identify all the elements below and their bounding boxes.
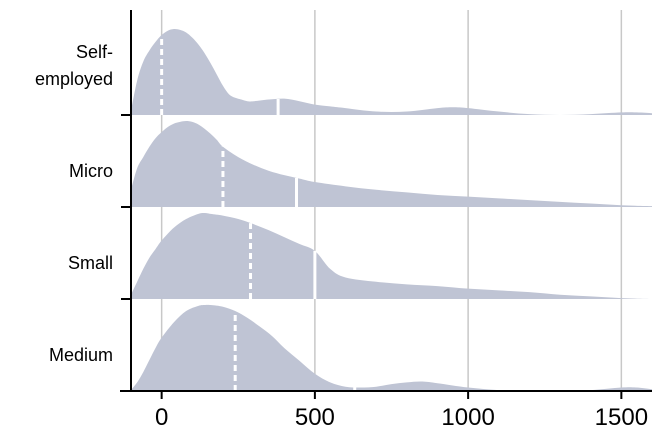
x-axis-ticks: 0 500 1000 1500 <box>155 391 648 431</box>
density-ridge-small <box>131 212 652 299</box>
x-tick-label-1000: 1000 <box>441 404 494 431</box>
x-tick-label-0: 0 <box>155 404 168 431</box>
category-labels: Self-employed Micro Small Medium <box>35 42 131 392</box>
category-label-micro: Micro <box>69 161 113 181</box>
axes <box>120 10 652 392</box>
category-label-self-employed: Self-employed <box>35 42 113 89</box>
density-ridge-medium <box>131 304 652 391</box>
category-label-medium: Medium <box>49 345 113 365</box>
x-tick-label-500: 500 <box>295 404 335 431</box>
density-ridge-self-employed <box>131 28 652 115</box>
category-label-small: Small <box>68 253 113 273</box>
x-tick-label-1500: 1500 <box>595 404 648 431</box>
density-ridges <box>131 28 652 391</box>
density-ridge-micro <box>131 121 652 207</box>
